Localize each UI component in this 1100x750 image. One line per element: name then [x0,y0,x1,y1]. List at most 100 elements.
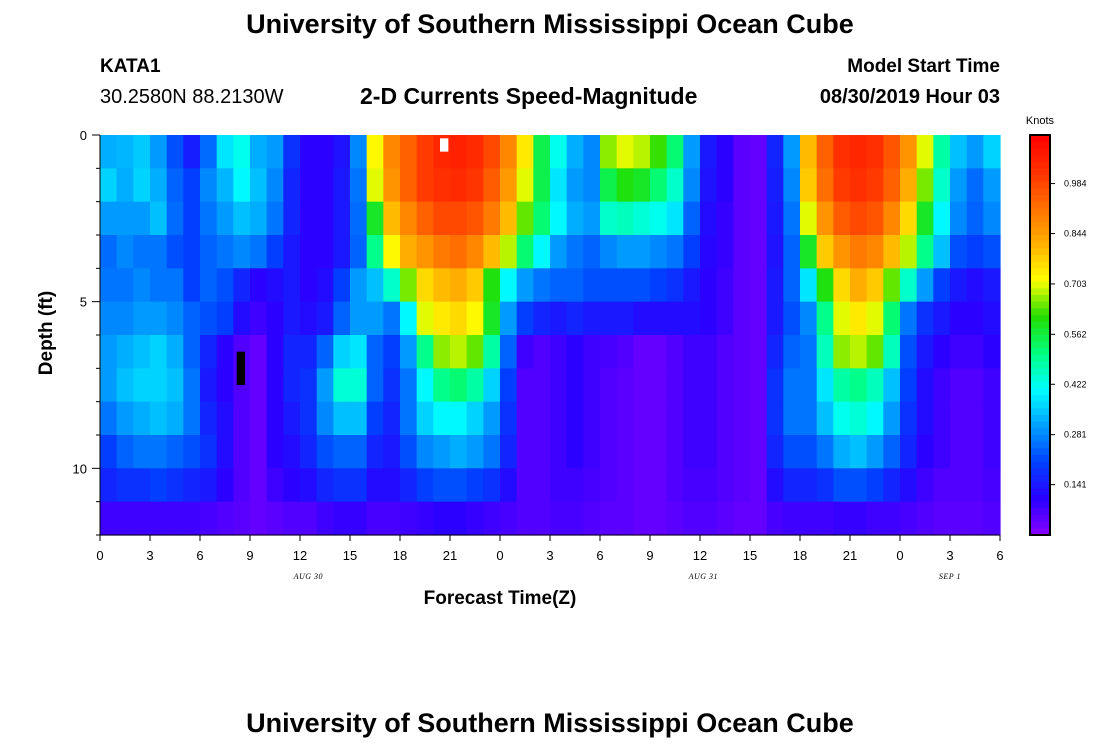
heatmap-cell [483,335,501,369]
heatmap-cell [616,235,634,269]
heatmap-cell [316,168,334,203]
heatmap-cell [150,435,168,469]
heatmap-cell [466,435,484,469]
colorbar-tick-label: 0.844 [1064,229,1087,239]
heatmap-cell [383,435,401,469]
heatmap-cell [766,435,784,469]
heatmap-cell [600,401,618,436]
heatmap-cell [416,135,434,169]
heatmap-cell [483,468,501,503]
heatmap-cell [716,335,734,369]
heatmap-cell [850,435,868,469]
heatmap-cell [216,168,234,203]
colorbar-segment [1030,281,1050,289]
heatmap-cell [700,368,718,403]
heatmap-cell [383,501,401,536]
heatmap-cell [950,268,968,303]
heatmap-cell [716,435,734,469]
heatmap-cell [333,468,351,503]
heatmap-cell [416,301,434,336]
heatmap-cell [816,368,834,403]
heatmap-cell [383,368,401,403]
heatmap-cell [683,235,701,269]
heatmap-cell [950,335,968,369]
heatmap-cell [366,468,384,503]
heatmap-cell [450,368,468,403]
heatmap-cell [900,335,918,369]
heatmap-cell [700,168,718,203]
heatmap-cell [583,468,601,503]
heatmap-cell [633,268,651,303]
heatmap-cell [166,468,184,503]
heatmap-cell [150,135,168,169]
colorbar-segment [1030,321,1050,329]
heatmap-cell [966,301,984,336]
colorbar-frame [1029,134,1051,536]
heatmap-cell [783,401,801,436]
heatmap-cell [600,235,618,269]
heatmap-cell [116,235,134,269]
heatmap-cell [350,335,368,369]
heatmap-cell [650,168,668,203]
colorbar-segment [1030,528,1050,536]
heatmap-cell [616,201,634,236]
heatmap-cell [816,401,834,436]
heatmap-cell [600,435,618,469]
heatmap-cell [550,335,568,369]
x-tick-label: 3 [546,548,553,563]
heatmap-cell [250,168,268,203]
heatmap-cell [116,135,134,169]
heatmap-cell [216,468,234,503]
colorbar-segment [1030,441,1050,449]
heatmap-cell [233,235,251,269]
heatmap-cell [600,201,618,236]
heatmap-cell [800,301,818,336]
heatmap-cell [216,435,234,469]
colorbar-segment [1030,135,1050,143]
heatmap-cell [633,168,651,203]
heatmap-cell [400,235,418,269]
heatmap-cell [133,135,151,169]
heatmap-cell [266,301,284,336]
heatmap-cell [533,501,551,536]
heatmap-cell [450,168,468,203]
heatmap-cell [600,135,618,169]
heatmap-cell [333,201,351,236]
heatmap-cell [400,501,418,536]
heatmap-cell [633,235,651,269]
heatmap-cell [500,135,518,169]
heatmap-cell [366,368,384,403]
heatmap-cell [350,501,368,536]
heatmap-cell [100,135,118,169]
colorbar-segment [1030,228,1050,236]
colorbar-segment [1030,521,1050,529]
heatmap-cell [200,168,218,203]
heatmap-cell [233,401,251,436]
heatmap-cell [750,135,768,169]
heatmap-cell [900,368,918,403]
heatmap-cell [300,368,318,403]
heatmap-cell [483,368,501,403]
heatmap-cell [983,301,1001,336]
heatmap-cell [550,201,568,236]
heatmap-cell [583,168,601,203]
heatmap-cell [883,235,901,269]
heatmap-cell [883,301,901,336]
heatmap-cell [183,435,201,469]
heatmap-cell [416,335,434,369]
heatmap-cell [266,135,284,169]
colorbar-segment [1030,188,1050,196]
heatmap-cell [350,368,368,403]
heatmap-cell [666,268,684,303]
heatmap-cell [533,301,551,336]
heatmap-cell [716,135,734,169]
colorbar-segment [1030,388,1050,396]
heatmap-cell [800,201,818,236]
heatmap-cell [900,168,918,203]
heatmap-cell [133,235,151,269]
heatmap-cell [750,301,768,336]
heatmap-cell [366,401,384,436]
heatmap-cell [266,501,284,536]
heatmap-cell [266,201,284,236]
heatmap-cell [466,168,484,203]
